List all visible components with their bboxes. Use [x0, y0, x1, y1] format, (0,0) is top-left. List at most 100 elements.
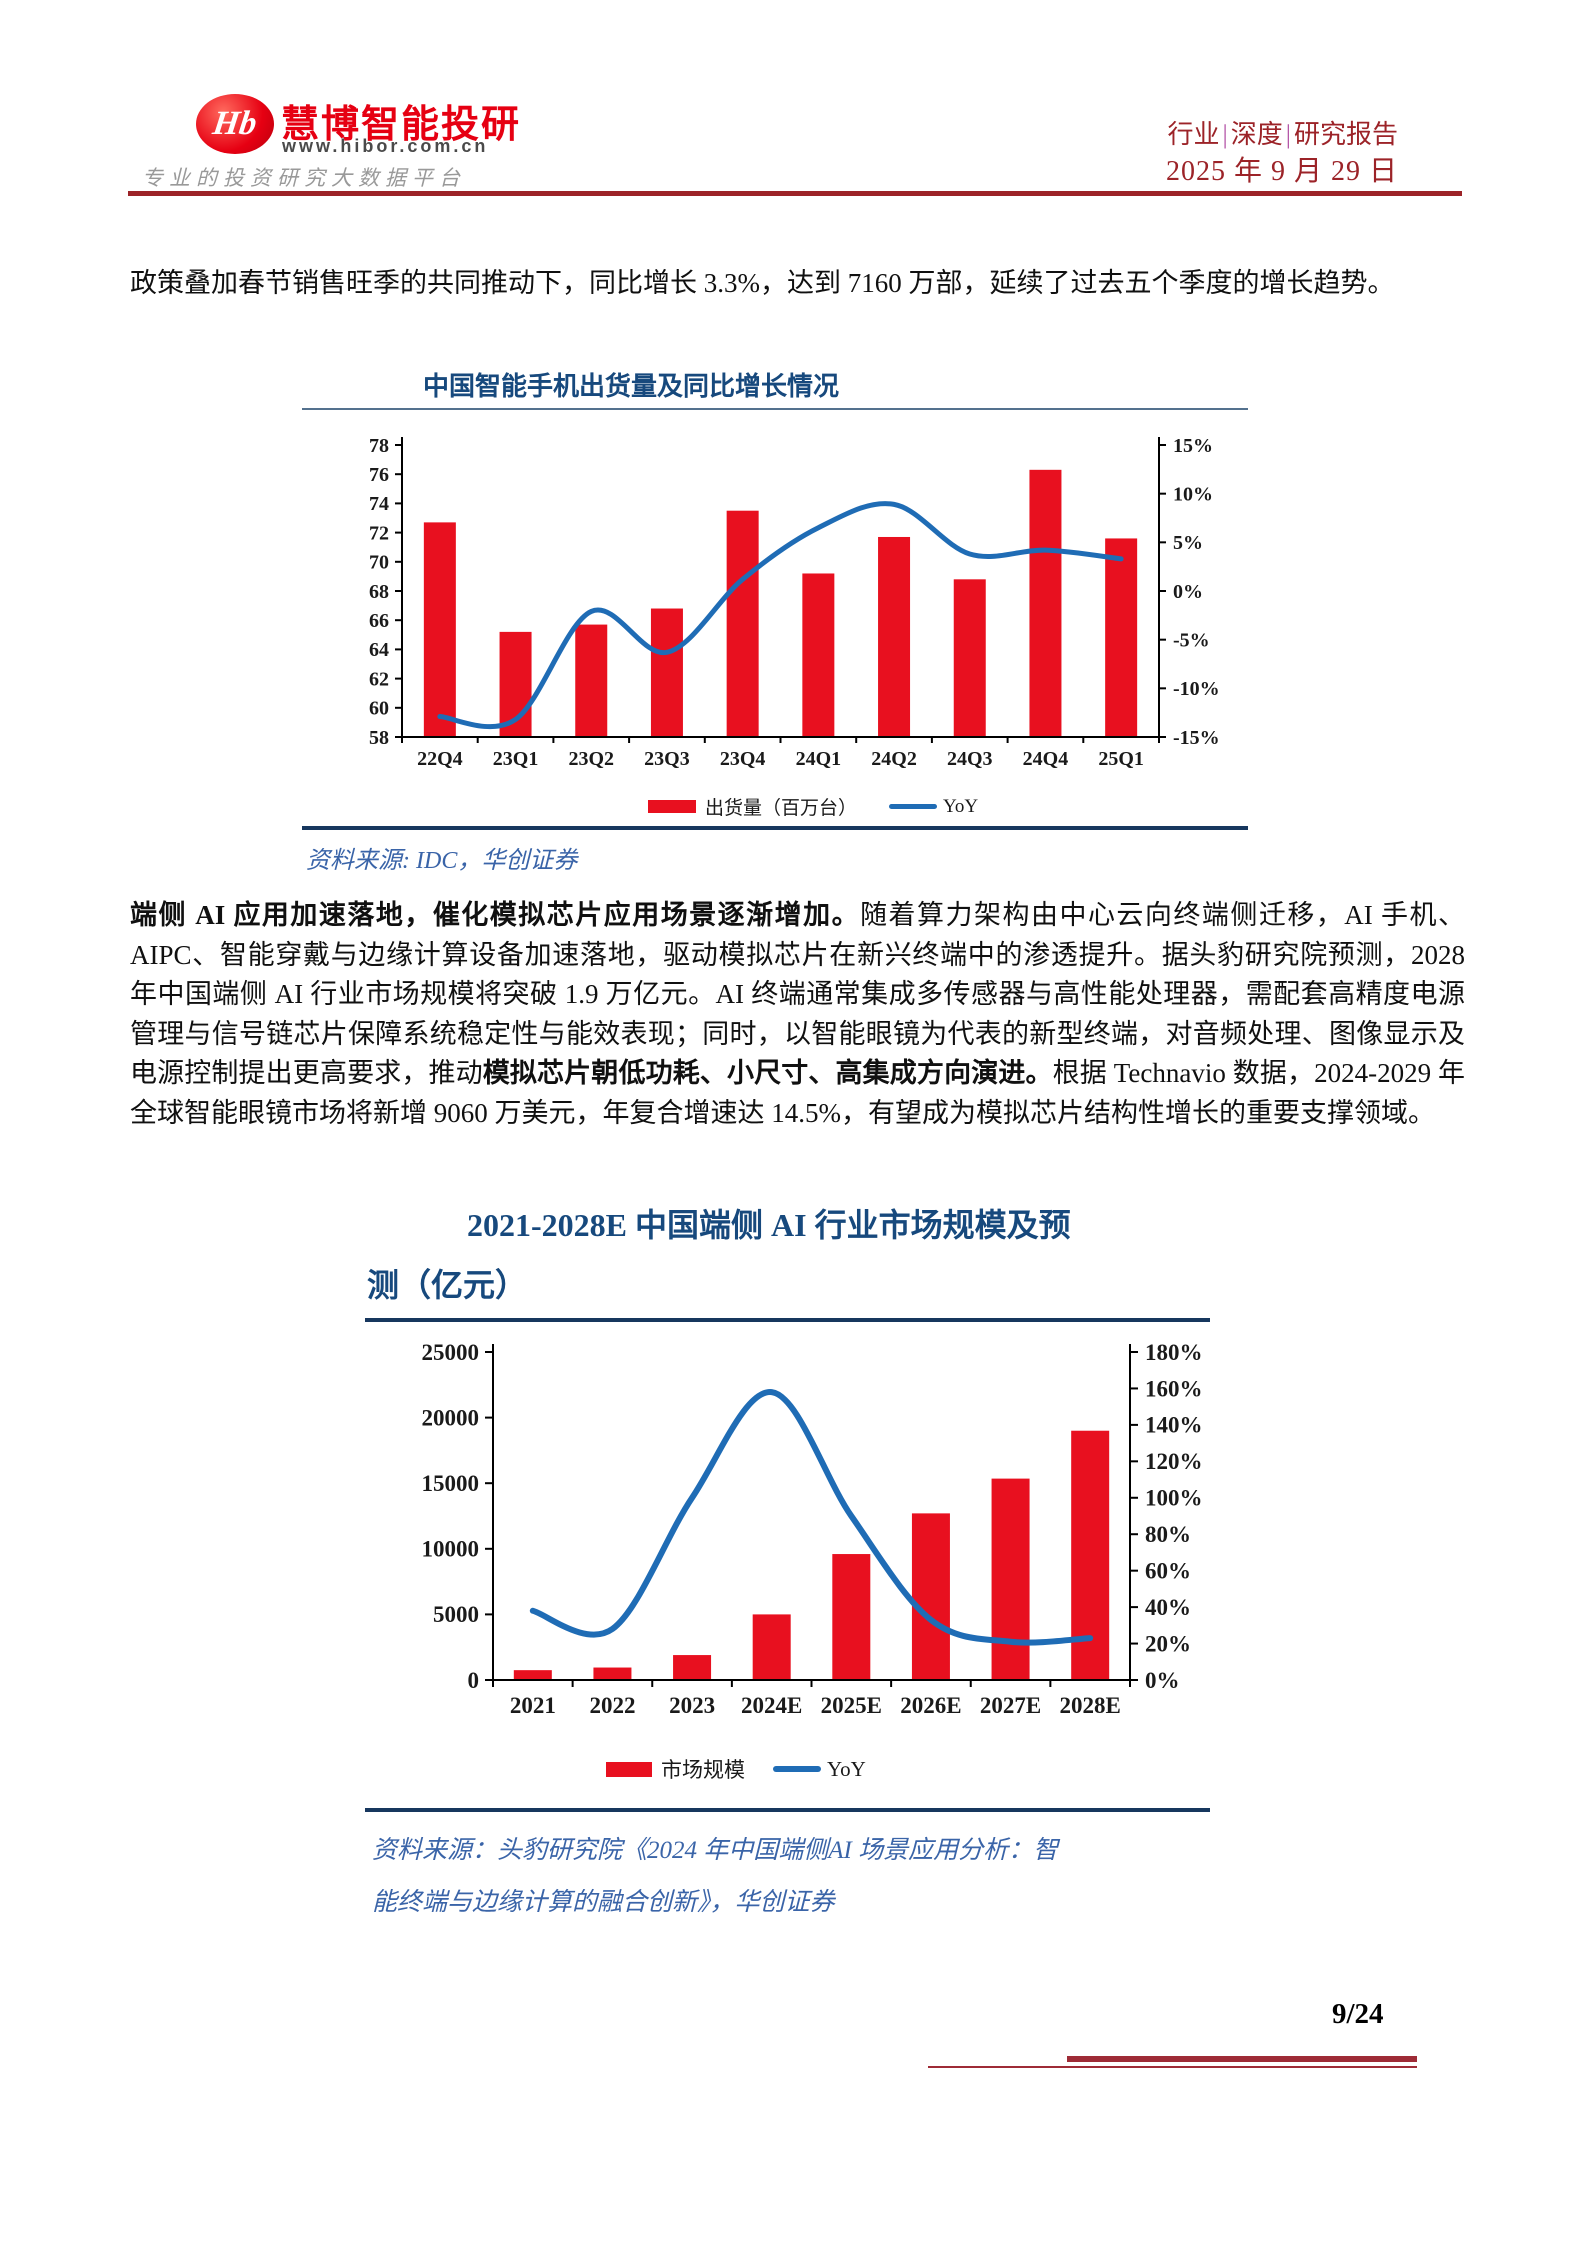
bar-25Q1	[1105, 538, 1138, 737]
brand-slogan: 专业的投资研究大数据平台	[142, 166, 466, 190]
chart2-line-legend-swatch	[773, 1766, 821, 1772]
chart2-bar-legend-label: 市场规模	[661, 1758, 745, 1782]
right-tick-label: 80%	[1145, 1522, 1191, 1547]
report-type-label: 行业 | 深度 | 研究报告	[1168, 114, 1398, 151]
yoy-line	[529, 1389, 1094, 1646]
footer-line-thick	[1067, 2056, 1417, 2062]
x-tick-label: 2026E	[900, 1693, 961, 1718]
x-tick-label: 2021	[510, 1693, 556, 1718]
x-tick-label: 25Q1	[1098, 748, 1144, 770]
header-divider	[128, 191, 1462, 196]
chart2-bar-legend-swatch	[606, 1761, 652, 1777]
right-tick-label: 140%	[1145, 1413, 1203, 1438]
left-tick-label: 20000	[422, 1405, 480, 1430]
brand-website: www.hibor.com.cn	[282, 136, 489, 156]
chart1-title: 中国智能手机出货量及同比增长情况	[423, 372, 840, 401]
left-tick-label: 10000	[422, 1537, 480, 1562]
chart1-bottom-border	[302, 826, 1248, 830]
report-date: 2025 年 9 月 29 日	[1165, 156, 1398, 187]
right-tick-label: 15%	[1173, 435, 1213, 457]
report-type-research: 研究报告	[1293, 120, 1398, 149]
x-tick-label: 23Q2	[568, 748, 614, 770]
x-tick-label: 24Q3	[947, 748, 993, 770]
chart1-line-legend-swatch	[889, 804, 938, 809]
bar-2028E	[1071, 1430, 1110, 1680]
left-tick-label: 60	[369, 698, 389, 720]
yoy-line	[437, 501, 1124, 730]
edge-ai-market-chart: 0 5000 10000 15000 20000 25000 0% 20% 40% 60% 80% 1…	[422, 1340, 1203, 1718]
left-tick-label: 58	[369, 727, 389, 749]
x-tick-label: 2022	[589, 1693, 635, 1718]
left-tick-label: 66	[369, 610, 389, 632]
brand-name: 慧博智能投研	[281, 104, 522, 146]
right-tick-label: 180%	[1145, 1340, 1203, 1365]
right-tick-label: 100%	[1145, 1486, 1203, 1511]
bar-2022	[593, 1667, 632, 1680]
bar-24Q3	[953, 579, 986, 737]
chart1-bar-legend-label: 出货量（百万台）	[705, 798, 858, 819]
left-tick-label: 15000	[422, 1471, 480, 1496]
text-segment: 根据 Technavio 数据，2024-2029 年全球智能眼镜市场将新增 9…	[130, 1058, 1465, 1128]
bar-22Q4	[423, 522, 456, 737]
text-segment: 模拟芯片朝低功耗、小尺寸、高集成方向演进。	[482, 1058, 1053, 1088]
x-tick-label: 2025E	[821, 1693, 882, 1718]
paragraph-endside-ai: 端侧 AI 应用加速落地，催化模拟芯片应用场景逐渐增加。随着算力架构由中心云向终…	[130, 896, 1465, 1133]
left-tick-label: 62	[369, 668, 389, 690]
x-tick-label: 2027E	[980, 1693, 1041, 1718]
chart1-bar-legend-swatch	[648, 800, 696, 813]
bar-2021	[513, 1670, 552, 1680]
bar-23Q4	[726, 510, 759, 737]
right-tick-label: 120%	[1145, 1449, 1203, 1474]
right-tick-label: 0%	[1145, 1668, 1180, 1693]
chart2-bottom-border	[365, 1808, 1210, 1812]
right-tick-label: 0%	[1173, 581, 1203, 603]
x-tick-label: 24Q4	[1023, 748, 1069, 770]
bar-2023	[673, 1655, 712, 1680]
chart2-source-line1: 资料来源：头豹研究院《2024 年中国端侧AI 场景应用分析：智	[372, 1837, 1059, 1864]
bar-24Q4	[1029, 469, 1062, 737]
left-tick-label: 64	[369, 639, 389, 661]
left-tick-label: 5000	[433, 1602, 479, 1627]
bar-2027E	[991, 1478, 1030, 1680]
hibor-logo: Hb	[196, 94, 274, 154]
right-tick-label: -10%	[1173, 678, 1220, 700]
report-type-separator: |	[1285, 120, 1291, 149]
left-tick-label: 78	[369, 435, 389, 457]
right-tick-label: 60%	[1145, 1558, 1191, 1583]
bar-2025E	[832, 1554, 871, 1680]
bar-23Q2	[575, 624, 608, 737]
paragraph-shipment-growth: 政策叠加春节销售旺季的共同推动下，同比增长 3.3%，达到 7160 万部，延续…	[130, 268, 1395, 298]
report-type-separator: |	[1222, 120, 1228, 149]
bar-2024E	[752, 1614, 791, 1680]
right-tick-label: 5%	[1173, 532, 1203, 554]
x-tick-label: 23Q3	[644, 748, 690, 770]
left-tick-label: 0	[468, 1668, 480, 1693]
right-tick-label: 160%	[1145, 1376, 1203, 1401]
bar-2026E	[911, 1513, 950, 1680]
chart2-title-line2: 测（亿元）	[367, 1267, 528, 1303]
x-tick-label: 2028E	[1060, 1693, 1121, 1718]
chart1-line-legend-label: YoY	[943, 795, 979, 817]
left-tick-label: 68	[369, 581, 389, 603]
chart2-title-line1: 2021-2028E 中国端侧 AI 行业市场规模及预	[467, 1207, 1071, 1243]
right-tick-label: 20%	[1145, 1631, 1191, 1656]
x-tick-label: 23Q1	[493, 748, 539, 770]
text-segment: 随着算力架构由中心云向终端侧迁移，AI 手机、AIPC、智能穿戴与边缘计算设备加…	[130, 900, 1465, 1088]
chart1-top-border	[302, 408, 1248, 410]
chart2-legend: 市场规模 YoY	[606, 1754, 866, 1784]
report-type-industry: 行业	[1167, 120, 1220, 149]
smartphone-shipments-chart: 58 60 62 64 66 68 70 72 74 76 78 -15% -10% -5% 0% 5% 10%…	[369, 435, 1220, 770]
x-tick-label: 2024E	[741, 1693, 802, 1718]
page-number: 9/24	[1332, 1998, 1384, 2030]
report-type-depth: 深度	[1230, 120, 1283, 149]
x-tick-label: 2023	[669, 1693, 715, 1718]
chart2-line-legend-label: YoY	[827, 1756, 866, 1781]
footer-line-thin	[928, 2066, 1417, 2068]
right-tick-label: 10%	[1173, 483, 1213, 505]
right-tick-label: 40%	[1145, 1595, 1191, 1620]
x-tick-label: 22Q4	[417, 748, 463, 770]
bar-23Q3	[650, 608, 683, 737]
x-tick-label: 24Q2	[871, 748, 917, 770]
chart2-source-line2: 能终端与边缘计算的融合创新》，华创证券	[372, 1889, 835, 1916]
